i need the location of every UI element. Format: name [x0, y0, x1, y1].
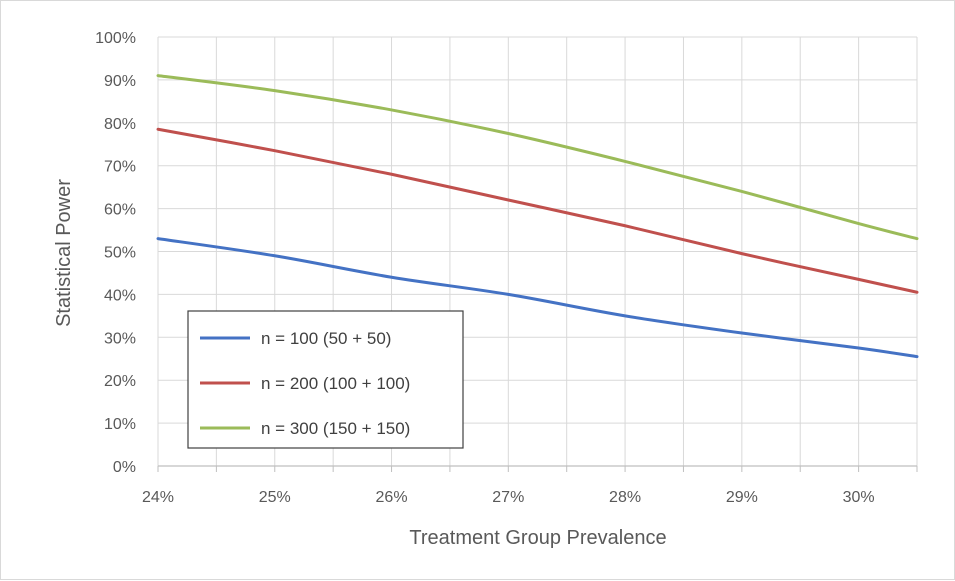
x-tick-label: 25%	[259, 489, 291, 506]
legend-label: n = 100 (50 + 50)	[261, 329, 391, 348]
axes	[157, 465, 918, 472]
series-line-2	[156, 127, 919, 294]
x-tick-label: 24%	[142, 489, 174, 506]
y-tick-label: 100%	[95, 30, 136, 47]
legend-label: n = 200 (100 + 100)	[261, 374, 410, 393]
series-line-3	[156, 74, 919, 241]
y-axis-title: Statistical Power	[53, 179, 75, 327]
x-tick-label: 30%	[843, 489, 875, 506]
x-axis-title: Treatment Group Prevalence	[409, 527, 666, 549]
legend: n = 100 (50 + 50) n = 200 (100 + 100) n = …	[187, 310, 464, 449]
y-tick-label: 30%	[104, 330, 136, 347]
x-tick-label: 29%	[726, 489, 758, 506]
series-lines	[156, 74, 919, 359]
y-tick-label: 70%	[104, 159, 136, 176]
y-tick-label: 50%	[104, 245, 136, 262]
x-tick-label: 26%	[376, 489, 408, 506]
x-tick-label: 27%	[492, 489, 524, 506]
y-tick-label: 40%	[104, 287, 136, 304]
legend-label: n = 300 (150 + 150)	[261, 419, 410, 438]
y-tick-label: 60%	[104, 202, 136, 219]
x-tick-label: 28%	[609, 489, 641, 506]
y-tick-label: 0%	[113, 459, 136, 476]
y-tick-label: 10%	[104, 416, 136, 433]
legend-box	[187, 310, 464, 449]
tick-labels: 0% 10% 20% 30% 40% 50% 60% 70% 80% 90% 100% 24% 25% 2…	[95, 30, 875, 506]
y-tick-label: 90%	[104, 73, 136, 90]
series-line-1	[156, 237, 919, 359]
y-tick-label: 20%	[104, 373, 136, 390]
y-tick-label: 80%	[104, 116, 136, 133]
